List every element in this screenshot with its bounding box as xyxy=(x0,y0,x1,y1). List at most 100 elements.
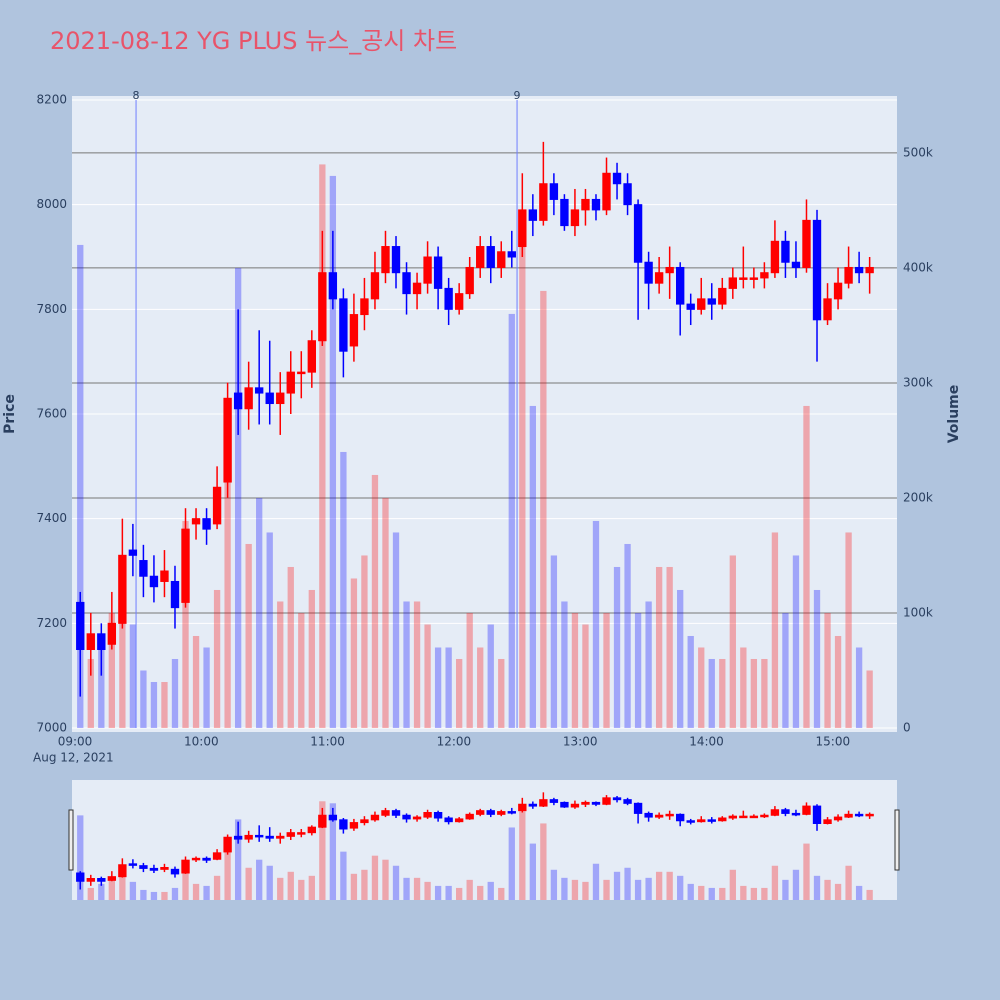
candle-body xyxy=(697,298,706,310)
candle-body xyxy=(391,246,401,274)
candle-body xyxy=(349,822,359,829)
y-tick-label: 7600 xyxy=(36,407,67,421)
candle-body xyxy=(644,812,653,818)
candle-body xyxy=(654,272,664,284)
slider-volume-bar xyxy=(361,869,368,900)
slider-handle[interactable] xyxy=(894,809,900,871)
slider-volume-bar xyxy=(571,879,579,900)
slider-volume-bar xyxy=(792,869,800,900)
candle-body xyxy=(381,810,390,816)
slider-volume-bar xyxy=(224,851,231,900)
volume-bar xyxy=(813,589,821,728)
volume-bar xyxy=(487,624,494,728)
news-label: 9 xyxy=(514,89,521,102)
candle-body xyxy=(739,277,748,280)
volume-bar xyxy=(855,647,863,728)
candle-body xyxy=(297,371,306,375)
candle-body xyxy=(707,298,716,305)
slider-volume-bar xyxy=(119,869,126,900)
slider-volume-bar xyxy=(529,843,536,900)
candle-body xyxy=(107,622,117,645)
candle-body xyxy=(486,810,495,815)
slider-volume-bar xyxy=(382,859,389,900)
volume-bar xyxy=(119,555,126,728)
candle-body xyxy=(286,371,295,394)
candle-body xyxy=(518,803,527,812)
slider-volume-bar xyxy=(403,877,410,900)
candle-body xyxy=(718,287,727,305)
slider-volume-bar xyxy=(329,803,337,900)
volume-bar xyxy=(719,658,726,728)
slider-volume-bar xyxy=(708,887,715,900)
candle-body xyxy=(307,826,316,834)
candle-body xyxy=(170,580,180,609)
candle-body xyxy=(833,282,843,300)
candle-body xyxy=(528,803,538,807)
slider-volume-bar xyxy=(150,891,158,900)
candle-body xyxy=(118,554,127,624)
candle-body xyxy=(381,246,390,274)
candle-body xyxy=(370,272,380,300)
candle-body xyxy=(255,834,264,838)
candle-body xyxy=(665,266,674,274)
volume-bar xyxy=(540,290,547,728)
volume-bar xyxy=(803,405,810,728)
slider-volume-bar xyxy=(813,875,821,900)
candle-body xyxy=(812,219,822,321)
candle-body xyxy=(223,397,232,483)
x-tick-label: 13:00 xyxy=(563,735,598,749)
slider-volume-bar xyxy=(582,881,589,900)
x-tick-label: 14:00 xyxy=(689,735,724,749)
slider-volume-bar xyxy=(424,881,431,900)
candle-body xyxy=(444,287,453,310)
candle-body xyxy=(865,266,874,274)
candle-body xyxy=(328,272,338,300)
candle-body xyxy=(486,246,495,268)
slider-volume-bar xyxy=(624,867,631,900)
volume-bar xyxy=(708,658,715,728)
slider-volume-bar xyxy=(834,883,842,900)
candle-body xyxy=(507,251,516,258)
volume-bar xyxy=(824,612,831,728)
candle-body xyxy=(507,811,516,814)
candle-body xyxy=(644,261,653,284)
candle-body xyxy=(476,810,485,815)
y-tick-label: 8000 xyxy=(36,197,67,211)
slider-volume-bar xyxy=(77,815,84,900)
y2-tick-label: 500k xyxy=(903,145,933,159)
candle-body xyxy=(749,277,759,280)
volume-bar xyxy=(613,566,621,728)
volume-bar xyxy=(234,267,242,728)
x-tick-label: 09:00 xyxy=(58,735,93,749)
volume-bar xyxy=(150,681,158,728)
volume-bar xyxy=(655,566,663,728)
volume-bar xyxy=(761,658,768,728)
candle-body xyxy=(339,298,348,352)
candle-body xyxy=(760,272,769,279)
volume-bar xyxy=(287,566,294,728)
slider-handle[interactable] xyxy=(68,809,74,871)
candle-body xyxy=(181,859,190,874)
candle-body xyxy=(423,812,432,818)
candle-body xyxy=(749,815,759,819)
candle-body xyxy=(497,251,506,268)
volume-bar xyxy=(87,658,94,728)
y-tick-label: 8200 xyxy=(36,93,67,107)
range-slider[interactable] xyxy=(72,780,897,900)
slider-volume-bar xyxy=(719,887,726,900)
y-axis-title: Price xyxy=(2,394,18,434)
candle-body xyxy=(191,857,201,861)
candle-body xyxy=(139,560,148,577)
candle-body xyxy=(581,801,590,805)
candle-body xyxy=(412,282,422,295)
volume-bar xyxy=(834,635,842,728)
slider-volume-bar xyxy=(592,863,600,900)
candle-body xyxy=(844,266,853,284)
candle-body xyxy=(823,298,832,321)
volume-bar xyxy=(245,543,252,728)
candle-body xyxy=(549,183,559,200)
slider-volume-bar xyxy=(434,885,442,900)
candle-body xyxy=(602,797,611,805)
candle-body xyxy=(528,209,538,221)
